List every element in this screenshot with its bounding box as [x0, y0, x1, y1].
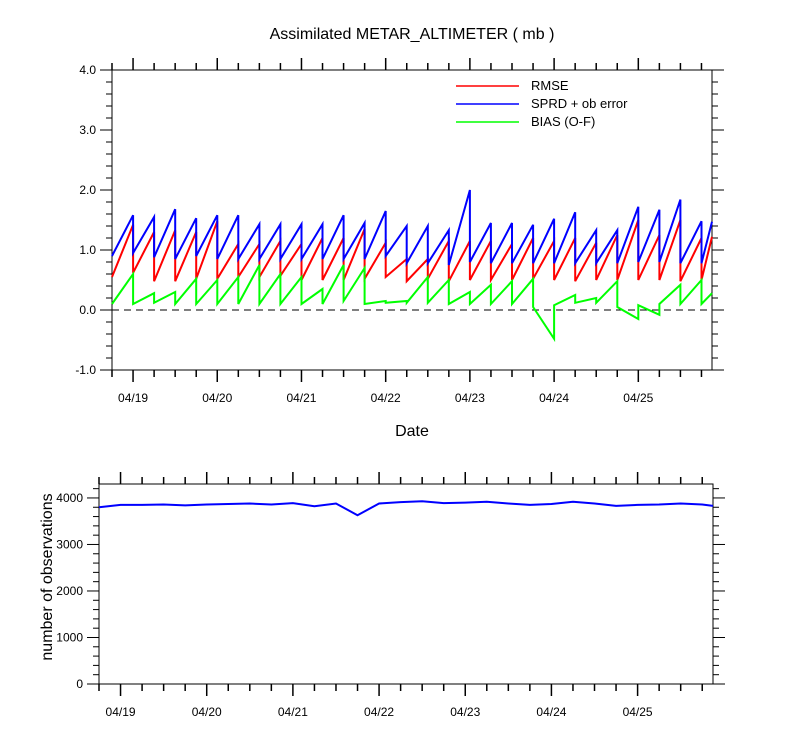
top-plot-frame: [111, 69, 713, 371]
y-tick-label: -1.0: [75, 363, 96, 377]
x-tick-label: 04/24: [539, 391, 569, 405]
x-tick-label: 04/20: [202, 391, 232, 405]
x-tick-label: 04/22: [371, 391, 401, 405]
x-tick-label: 04/19: [118, 391, 148, 405]
y-tick-label: 4.0: [79, 63, 96, 77]
bottom-series-group: [98, 500, 714, 517]
top-x-tick-labels: 04/19 04/20 04/21 04/22 04/23 04/24 04/25: [118, 391, 654, 405]
y-axis-title: number of observations: [39, 493, 56, 660]
y-tick-label: 3000: [56, 537, 83, 551]
chart-title: Assimilated METAR_ALTIMETER ( mb ): [270, 26, 555, 43]
top-ticks: [100, 58, 724, 382]
series-line-0: [98, 500, 714, 517]
y-tick-label: 1000: [56, 630, 83, 644]
bottom-x-tick-labels: 04/19 04/20 04/21 04/22 04/23 04/24 04/25: [106, 705, 653, 719]
y-tick-label: 1.0: [79, 243, 96, 257]
x-tick-label: 04/23: [450, 705, 480, 719]
series-line-sprd-ob-error: [111, 189, 713, 267]
legend-label-sprd: SPRD + ob error: [531, 96, 628, 111]
series-line-bias-o-f: [111, 264, 713, 343]
y-tick-label: 0.0: [79, 303, 96, 317]
bottom-plot-frame: [98, 483, 714, 685]
x-tick-label: 04/25: [623, 705, 653, 719]
legend-label-rmse: RMSE: [531, 78, 569, 93]
top-series-group: [111, 189, 713, 343]
top-y-tick-labels: -1.0 0.0 1.0 2.0 3.0 4.0: [75, 63, 96, 377]
bottom-y-tick-labels: 0 1000 2000 3000 4000: [56, 491, 83, 691]
x-tick-label: 04/25: [623, 391, 653, 405]
x-tick-label: 04/19: [106, 705, 136, 719]
y-tick-label: 4000: [56, 491, 83, 505]
x-tick-label: 04/21: [286, 391, 316, 405]
y-tick-label: 0: [76, 677, 83, 691]
y-tick-label: 2.0: [79, 183, 96, 197]
legend-label-bias: BIAS (O-F): [531, 114, 595, 129]
x-axis-title: Date: [395, 423, 429, 440]
bottom-ticks: [87, 472, 725, 696]
x-tick-label: 04/23: [455, 391, 485, 405]
y-tick-label: 3.0: [79, 123, 96, 137]
x-tick-label: 04/22: [364, 705, 394, 719]
x-tick-label: 04/24: [536, 705, 566, 719]
y-tick-label: 2000: [56, 584, 83, 598]
legend: RMSE SPRD + ob error BIAS (O-F): [456, 78, 628, 129]
x-tick-label: 04/20: [192, 705, 222, 719]
top-panel: -1.0 0.0 1.0 2.0 3.0 4.0 04/19 04/20 04/21 04/22…: [75, 58, 724, 440]
x-tick-label: 04/21: [278, 705, 308, 719]
